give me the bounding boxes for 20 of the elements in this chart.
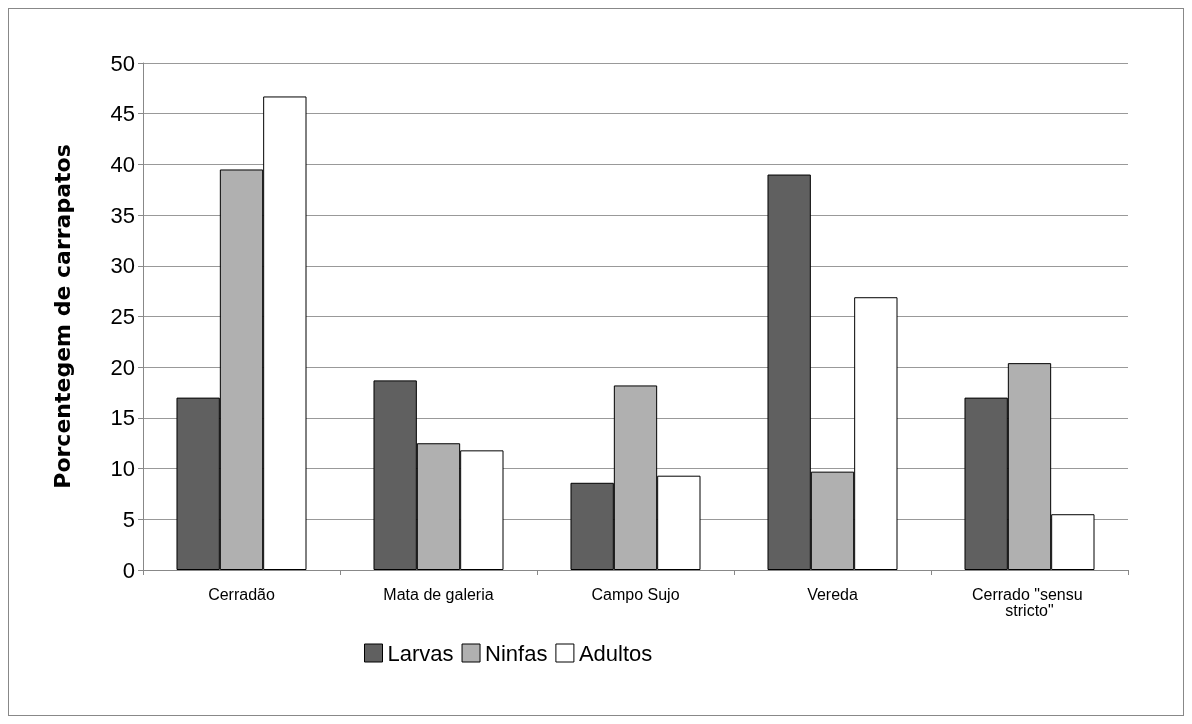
y-tick-label: 30 [110, 253, 135, 279]
legend-label: Larvas [387, 640, 454, 666]
y-tick-label: 45 [110, 101, 135, 127]
y-tick-label: 5 [122, 506, 135, 532]
x-tick-label: Vereda [807, 585, 858, 603]
x-tick-label: Cerradão [208, 585, 275, 603]
y-tick-label: 50 [110, 50, 135, 76]
y-tick-label: 20 [110, 354, 135, 380]
x-tick-label: Campo Sujo [591, 585, 680, 603]
x-tick-label: Cerrado "sensu stricto" [971, 585, 1088, 619]
y-tick-label: 15 [110, 405, 135, 431]
x-tick-label: Mata de galeria [383, 585, 494, 603]
y-tick-label: 40 [110, 151, 135, 177]
y-tick-label: 10 [110, 456, 135, 482]
y-tick-label: 0 [122, 557, 135, 583]
y-tick-label: 35 [110, 202, 135, 228]
legend-label: Adultos [578, 640, 653, 666]
legend-label: Ninfas [485, 640, 548, 666]
y-tick-label: 25 [110, 304, 135, 329]
y-axis-title: Porcentegem de carrapatos [49, 144, 75, 489]
